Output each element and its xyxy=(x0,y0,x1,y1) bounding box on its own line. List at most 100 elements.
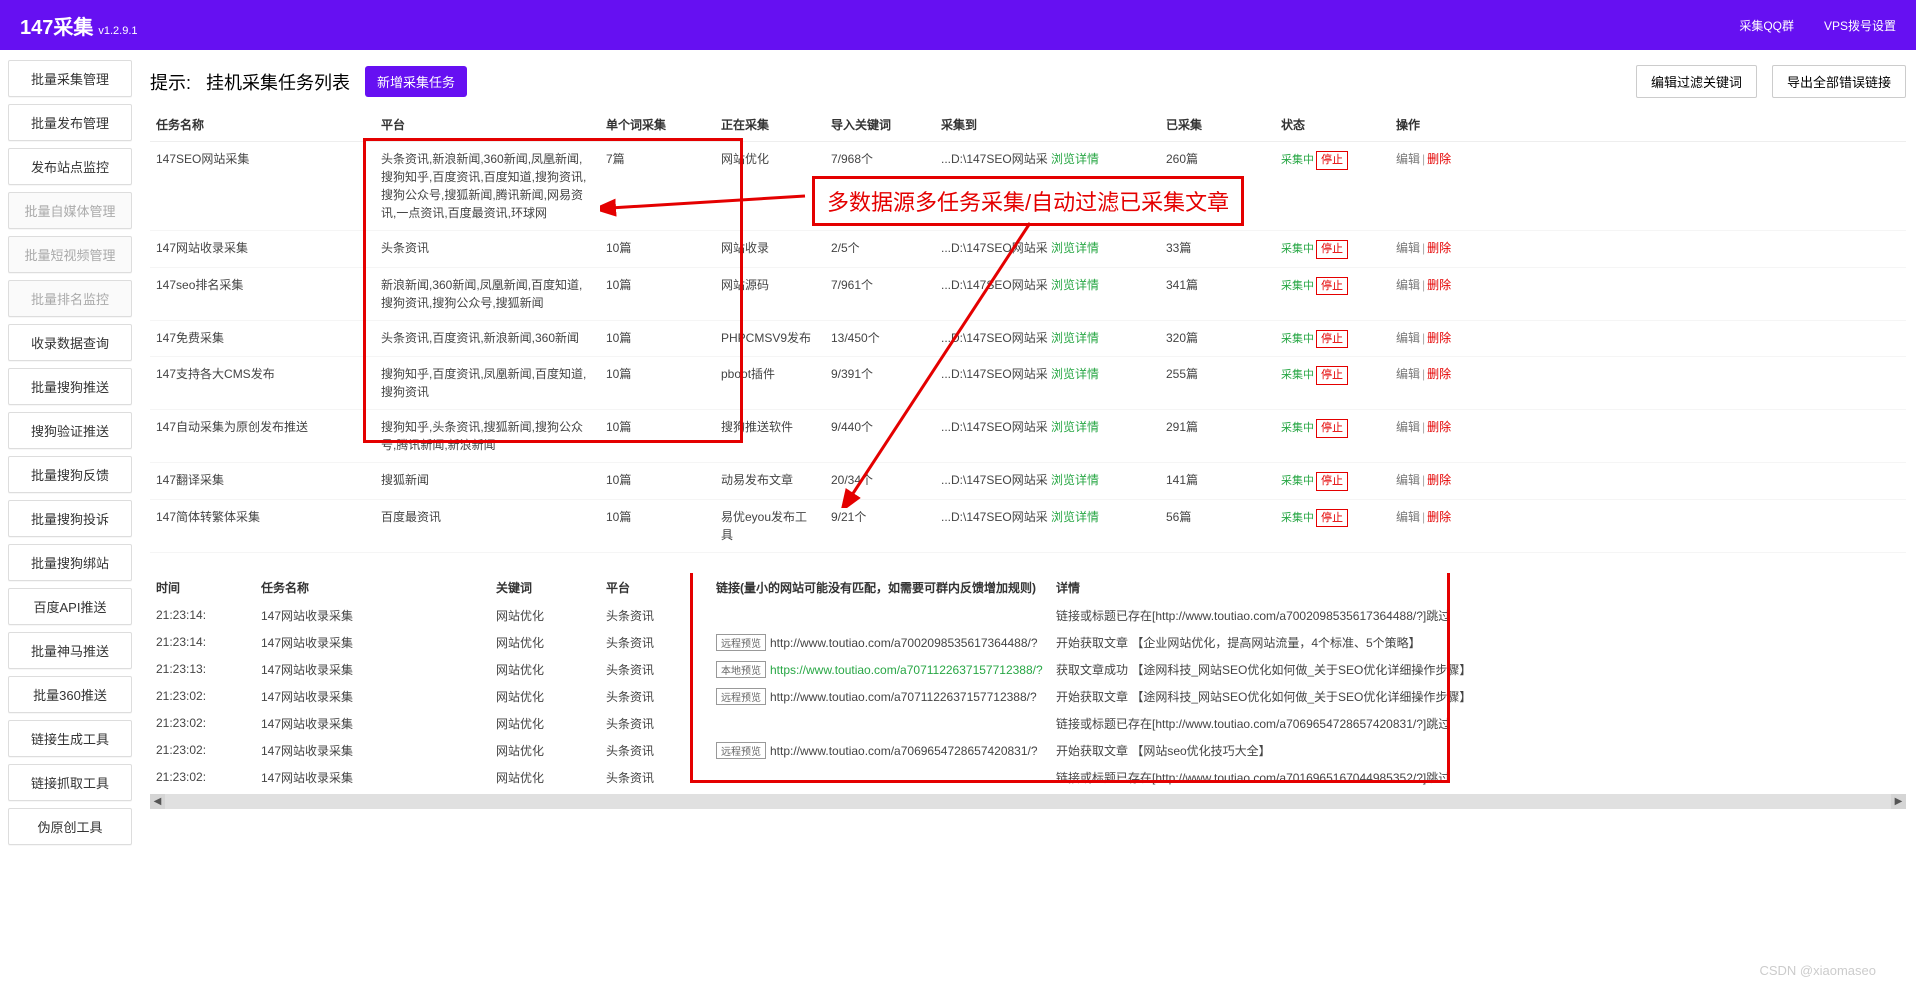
log-task: 147网站收录采集 xyxy=(255,764,490,791)
delete-link[interactable]: 删除 xyxy=(1427,278,1451,292)
edit-link[interactable]: 编辑 xyxy=(1396,473,1420,487)
sidebar-item-13[interactable]: 批量神马推送 xyxy=(8,632,132,669)
task-col-header: 单个词采集 xyxy=(600,108,715,142)
scroll-left-icon[interactable]: ◀ xyxy=(150,794,165,809)
task-table-wrap: 任务名称平台单个词采集正在采集导入关键词采集到已采集状态操作 147SEO网站采… xyxy=(150,108,1906,553)
edit-link[interactable]: 编辑 xyxy=(1396,367,1420,381)
sidebar-item-17[interactable]: 伪原创工具 xyxy=(8,808,132,845)
delete-link[interactable]: 删除 xyxy=(1427,241,1451,255)
browse-link[interactable]: 浏览详情 xyxy=(1051,152,1099,166)
sidebar-item-16[interactable]: 链接抓取工具 xyxy=(8,764,132,801)
log-link xyxy=(710,710,1050,737)
sidebar-item-10[interactable]: 批量搜狗投诉 xyxy=(8,500,132,537)
task-platform: 百度最资讯 xyxy=(375,499,600,552)
browse-link[interactable]: 浏览详情 xyxy=(1051,473,1099,487)
stop-button[interactable]: 停止 xyxy=(1316,277,1348,296)
log-time: 21:23:14: xyxy=(150,602,255,629)
log-link: 本地预览 https://www.toutiao.com/a70711226371… xyxy=(710,656,1050,683)
delete-link[interactable]: 删除 xyxy=(1427,331,1451,345)
log-plat: 头条资讯 xyxy=(600,764,710,791)
topbar: 147采集 v1.2.9.1 采集QQ群 VPS拨号设置 xyxy=(0,0,1916,50)
filter-keywords-button[interactable]: 编辑过滤关键词 xyxy=(1636,65,1757,98)
log-col-header: 平台 xyxy=(600,573,710,602)
preview-badge[interactable]: 本地预览 xyxy=(716,661,766,678)
log-detail: 链接或标题已存在[http://www.toutiao.com/a7002098… xyxy=(1050,602,1906,629)
delete-link[interactable]: 删除 xyxy=(1427,473,1451,487)
scroll-right-icon[interactable]: ▶ xyxy=(1891,794,1906,809)
edit-link[interactable]: 编辑 xyxy=(1396,241,1420,255)
log-row: 21:23:02:147网站收录采集网站优化头条资讯远程预览http://www… xyxy=(150,683,1906,710)
stop-button[interactable]: 停止 xyxy=(1316,509,1348,528)
task-status: 采集中停止 xyxy=(1275,463,1390,500)
delete-link[interactable]: 删除 xyxy=(1427,510,1451,524)
task-single: 10篇 xyxy=(600,320,715,357)
task-single: 10篇 xyxy=(600,410,715,463)
task-saveto: ...D:\147SEO网站采 浏览详情 xyxy=(935,267,1160,320)
sidebar-item-9[interactable]: 批量搜狗反馈 xyxy=(8,456,132,493)
vps-dial-link[interactable]: VPS拨号设置 xyxy=(1824,17,1896,34)
task-single: 10篇 xyxy=(600,463,715,500)
browse-link[interactable]: 浏览详情 xyxy=(1051,510,1099,524)
new-task-button[interactable]: 新增采集任务 xyxy=(365,66,467,97)
log-task: 147网站收录采集 xyxy=(255,737,490,764)
task-platform: 头条资讯,百度资讯,新浪新闻,360新闻 xyxy=(375,320,600,357)
log-kw: 网站优化 xyxy=(490,764,600,791)
log-detail: 开始获取文章 【网站seo优化技巧大全】 xyxy=(1050,737,1906,764)
stop-button[interactable]: 停止 xyxy=(1316,330,1348,349)
log-detail: 开始获取文章 【途网科技_网站SEO优化如何做_关于SEO优化详细操作步骤】 xyxy=(1050,683,1906,710)
sidebar-item-1[interactable]: 批量发布管理 xyxy=(8,104,132,141)
task-saveto: ...D:\147SEO网站采 浏览详情 xyxy=(935,463,1160,500)
edit-link[interactable]: 编辑 xyxy=(1396,278,1420,292)
log-url[interactable]: http://www.toutiao.com/a7071122637157712… xyxy=(770,690,1037,704)
task-current: 网站源码 xyxy=(715,267,825,320)
task-single: 10篇 xyxy=(600,499,715,552)
horizontal-scrollbar[interactable]: ◀ ▶ xyxy=(150,794,1906,809)
task-current: pboot插件 xyxy=(715,357,825,410)
qq-group-link[interactable]: 采集QQ群 xyxy=(1739,17,1794,34)
delete-link[interactable]: 删除 xyxy=(1427,420,1451,434)
task-collected: 56篇 xyxy=(1160,499,1275,552)
preview-badge[interactable]: 远程预览 xyxy=(716,742,766,759)
sidebar-item-6[interactable]: 收录数据查询 xyxy=(8,324,132,361)
edit-link[interactable]: 编辑 xyxy=(1396,331,1420,345)
task-row: 147简体转繁体采集百度最资讯10篇易优eyou发布工具9/21个...D:\1… xyxy=(150,499,1906,552)
browse-link[interactable]: 浏览详情 xyxy=(1051,367,1099,381)
watermark-text: CSDN @xiaomaseo xyxy=(1759,963,1876,978)
sidebar-item-15[interactable]: 链接生成工具 xyxy=(8,720,132,757)
browse-link[interactable]: 浏览详情 xyxy=(1051,278,1099,292)
browse-link[interactable]: 浏览详情 xyxy=(1051,420,1099,434)
sidebar-item-0[interactable]: 批量采集管理 xyxy=(8,60,132,97)
edit-link[interactable]: 编辑 xyxy=(1396,152,1420,166)
sidebar-item-14[interactable]: 批量360推送 xyxy=(8,676,132,713)
stop-button[interactable]: 停止 xyxy=(1316,240,1348,259)
task-collected: 141篇 xyxy=(1160,463,1275,500)
stop-button[interactable]: 停止 xyxy=(1316,366,1348,385)
sidebar-item-11[interactable]: 批量搜狗绑站 xyxy=(8,544,132,581)
stop-button[interactable]: 停止 xyxy=(1316,151,1348,170)
edit-link[interactable]: 编辑 xyxy=(1396,510,1420,524)
sidebar-item-12[interactable]: 百度API推送 xyxy=(8,588,132,625)
delete-link[interactable]: 删除 xyxy=(1427,152,1451,166)
log-url[interactable]: http://www.toutiao.com/a7069654728657420… xyxy=(770,744,1038,758)
edit-link[interactable]: 编辑 xyxy=(1396,420,1420,434)
log-col-header: 任务名称 xyxy=(255,573,490,602)
sidebar-item-7[interactable]: 批量搜狗推送 xyxy=(8,368,132,405)
stop-button[interactable]: 停止 xyxy=(1316,419,1348,438)
sidebar-item-2[interactable]: 发布站点监控 xyxy=(8,148,132,185)
log-link xyxy=(710,764,1050,791)
browse-link[interactable]: 浏览详情 xyxy=(1051,241,1099,255)
log-url[interactable]: http://www.toutiao.com/a7002098535617364… xyxy=(770,636,1038,650)
preview-badge[interactable]: 远程预览 xyxy=(716,688,766,705)
task-col-header: 正在采集 xyxy=(715,108,825,142)
stop-button[interactable]: 停止 xyxy=(1316,472,1348,491)
export-error-links-button[interactable]: 导出全部错误链接 xyxy=(1772,65,1906,98)
sidebar-item-8[interactable]: 搜狗验证推送 xyxy=(8,412,132,449)
task-single: 10篇 xyxy=(600,357,715,410)
log-row: 21:23:14:147网站收录采集网站优化头条资讯远程预览http://www… xyxy=(150,629,1906,656)
browse-link[interactable]: 浏览详情 xyxy=(1051,331,1099,345)
preview-badge[interactable]: 远程预览 xyxy=(716,634,766,651)
task-current: 搜狗推送软件 xyxy=(715,410,825,463)
delete-link[interactable]: 删除 xyxy=(1427,367,1451,381)
log-link: 远程预览 http://www.toutiao.com/a706965472865… xyxy=(710,737,1050,764)
log-url[interactable]: https://www.toutiao.com/a707112263715771… xyxy=(770,663,1043,677)
